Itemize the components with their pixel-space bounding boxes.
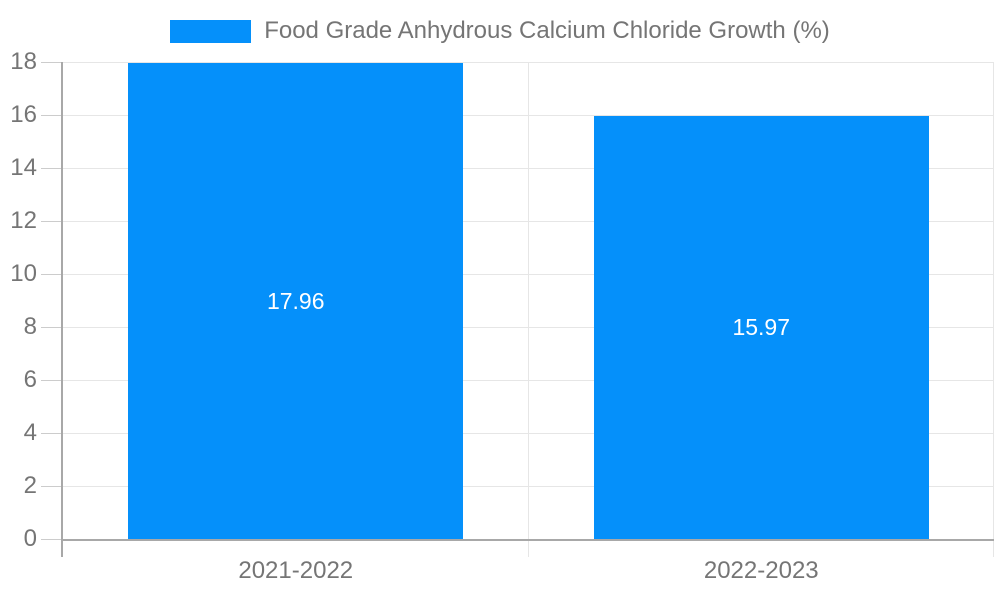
y-tick-label: 6: [23, 366, 37, 393]
x-tick-label: 2022-2023: [703, 557, 819, 584]
y-tick-label: 8: [23, 313, 37, 340]
bar-value-label: 17.96: [266, 287, 325, 314]
y-tick-label: 2: [23, 472, 37, 499]
y-tick-mark: [41, 167, 61, 169]
y-tick-mark: [41, 220, 61, 222]
gridline: [63, 61, 994, 63]
y-tick-label: 4: [23, 419, 37, 446]
gridline: [63, 432, 994, 434]
y-tick-mark: [41, 379, 61, 381]
y-tick-mark: [41, 61, 61, 63]
y-tick-mark: [41, 326, 61, 328]
y-tick-label: 0: [23, 525, 37, 552]
legend-label: Food Grade Anhydrous Calcium Chloride Gr…: [264, 17, 830, 44]
y-tick-label: 10: [10, 260, 37, 287]
y-tick-label: 12: [10, 207, 37, 234]
gridline: [63, 379, 994, 381]
category-boundary-line: [527, 62, 529, 539]
gridline: [63, 273, 994, 275]
x-tick-mark: [61, 541, 63, 557]
legend[interactable]: Food Grade Anhydrous Calcium Chloride Gr…: [0, 17, 1000, 45]
x-tick-mark: [527, 541, 529, 557]
gridline: [63, 326, 994, 328]
gridline: [63, 167, 994, 169]
plot-area: 17.96 15.97: [61, 61, 994, 541]
legend-swatch: [170, 19, 252, 43]
category-boundary-line: [993, 62, 994, 539]
y-tick-label: 14: [10, 154, 37, 181]
y-tick-label: 18: [10, 48, 37, 75]
y-tick-mark: [41, 114, 61, 116]
bar[interactable]: 15.97: [593, 115, 929, 539]
bar-value-label: 15.97: [732, 313, 791, 340]
gridline: [63, 114, 994, 116]
x-tick-mark: [993, 541, 994, 557]
y-tick-label: 16: [10, 101, 37, 128]
y-tick-mark: [41, 432, 61, 434]
gridline: [63, 220, 994, 222]
y-tick-mark: [41, 538, 61, 540]
gridline: [63, 485, 994, 487]
x-tick-label: 2021-2022: [238, 557, 354, 584]
bar[interactable]: 17.96: [128, 63, 464, 539]
y-tick-mark: [41, 485, 61, 487]
y-tick-mark: [41, 273, 61, 275]
